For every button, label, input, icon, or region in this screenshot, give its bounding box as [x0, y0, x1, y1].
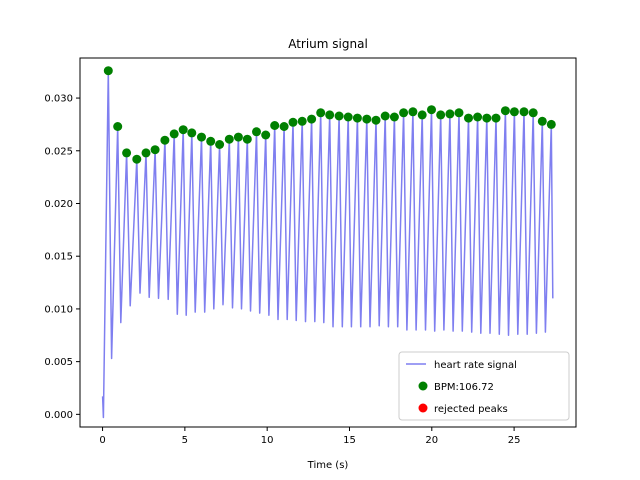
peak-point	[491, 113, 501, 123]
peak-point	[334, 111, 344, 121]
peak-point	[224, 134, 234, 144]
peak-point	[445, 109, 455, 119]
peak-point	[316, 108, 326, 118]
y-tick-label: 0.010	[44, 304, 73, 315]
peak-point	[122, 148, 132, 158]
peak-point	[160, 135, 170, 145]
x-tick-label: 10	[261, 435, 274, 446]
y-tick-label: 0.030	[44, 94, 73, 105]
peak-point	[464, 113, 473, 123]
peak-point	[178, 125, 188, 135]
peak-point	[454, 108, 464, 118]
peak-point	[215, 140, 225, 149]
peak-point	[169, 129, 179, 139]
peak-point	[113, 122, 123, 131]
peak-point	[252, 127, 261, 137]
peak-point	[417, 110, 427, 120]
peak-point	[528, 108, 538, 118]
legend: heart rate signal BPM:106.72 rejected pe…	[398, 351, 570, 421]
legend-label-bpm: BPM:106.72	[434, 382, 494, 393]
peak-point	[371, 115, 381, 125]
x-tick-label: 20	[425, 435, 438, 446]
signal-line	[101, 69, 554, 419]
peak-point	[325, 110, 335, 120]
peak-point	[141, 148, 151, 158]
y-tick-label: 0.020	[44, 199, 73, 210]
peak-point	[408, 107, 418, 117]
y-axis: 0.000 0.005 0.010 0.015 0.020 0.025 0.030	[44, 94, 80, 421]
y-tick-label: 0.015	[44, 252, 73, 263]
plot-frame	[79, 57, 577, 428]
peak-point	[482, 113, 492, 123]
x-tick-label: 25	[508, 435, 521, 446]
peak-point	[288, 117, 298, 127]
peak-point	[343, 112, 353, 122]
peak-point	[197, 132, 206, 142]
y-tick-label: 0.005	[44, 357, 73, 368]
peak-point	[427, 105, 436, 115]
y-tick-label: 0.025	[44, 146, 73, 157]
peak-point	[380, 111, 390, 121]
peak-point	[546, 119, 556, 129]
peak-point	[233, 132, 243, 142]
peak-point	[352, 113, 362, 123]
peak-point	[279, 122, 289, 131]
peak-point	[132, 154, 142, 164]
peak-point	[389, 112, 399, 122]
peak-point	[537, 116, 547, 126]
peak-point	[399, 108, 409, 118]
y-tick-label: 0.000	[44, 410, 73, 421]
peak-point	[150, 145, 160, 155]
x-axis-label: Time (s)	[307, 460, 349, 471]
legend-label-rejected: rejected peaks	[434, 404, 508, 415]
peak-point	[103, 66, 113, 76]
x-tick-label: 0	[99, 435, 105, 446]
legend-box	[398, 351, 570, 421]
legend-label-signal: heart rate signal	[434, 360, 517, 371]
x-tick-label: 15	[343, 435, 356, 446]
legend-marker-bpm	[418, 381, 428, 391]
peak-point	[261, 130, 271, 140]
peak-point	[270, 121, 280, 130]
peak-point	[242, 134, 252, 144]
peak-point	[436, 110, 446, 120]
chart-title: Atrium signal	[288, 37, 368, 51]
peak-point	[307, 114, 317, 124]
peak-point	[187, 128, 197, 138]
x-tick-label: 5	[182, 435, 188, 446]
plot-area	[101, 66, 556, 419]
peak-point	[473, 112, 483, 122]
peak-point	[519, 107, 529, 117]
peak-point	[500, 106, 510, 116]
x-axis: 0 5 10 15 20 25	[99, 427, 520, 446]
legend-marker-rejected	[418, 403, 428, 413]
peak-point	[297, 116, 307, 126]
peak-point	[206, 136, 216, 146]
peak-point	[509, 107, 519, 117]
peak-point	[362, 114, 372, 124]
